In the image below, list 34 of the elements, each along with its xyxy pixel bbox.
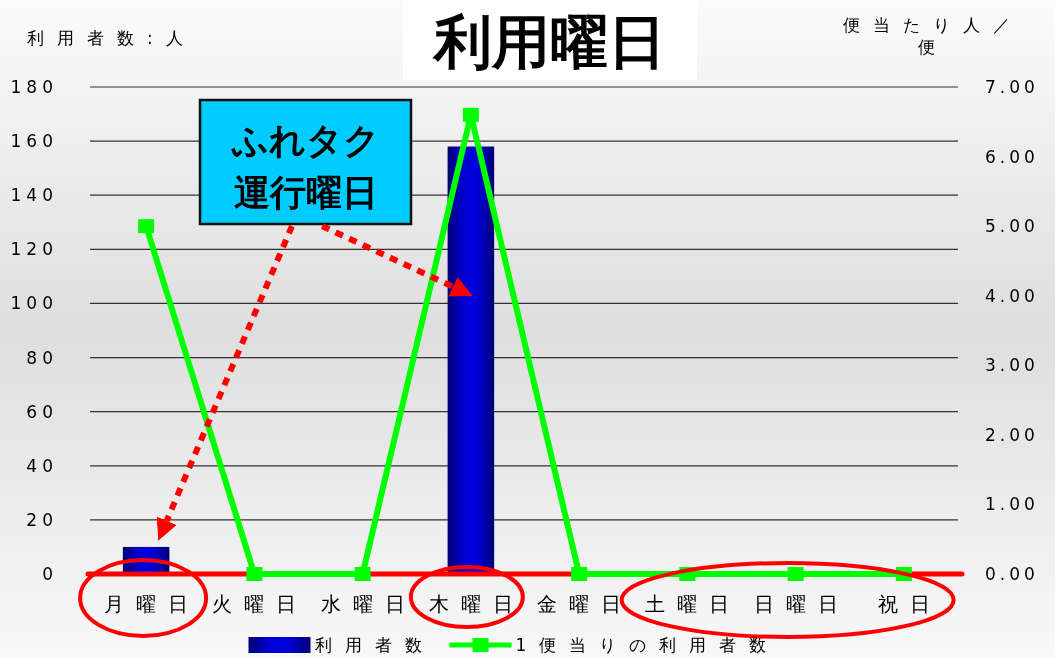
y-tick-label: 140	[10, 185, 58, 206]
legend-label: 1便当りの利用者数	[515, 635, 780, 655]
y2-tick-label: 2.00	[985, 424, 1039, 445]
y2-tick-label: 4.00	[985, 285, 1039, 306]
y-tick-label: 0	[42, 564, 58, 584]
point	[138, 219, 155, 234]
y2-tick-label: 0.00	[985, 564, 1039, 584]
x-tick-label: 日曜日	[753, 592, 850, 616]
y-tick-label: 120	[10, 239, 58, 260]
x-tick-label: 火曜日	[212, 592, 309, 616]
legend-label: 利用者数	[314, 635, 435, 655]
y-tick-label: 40	[26, 455, 58, 476]
point	[462, 107, 479, 122]
x-tick-label: 月曜日	[104, 592, 201, 616]
x-tick-label: 祝日	[877, 592, 942, 616]
y2-tick-label: 6.00	[985, 146, 1039, 167]
y2-tick-label: 3.00	[985, 355, 1039, 376]
y-tick-label: 60	[26, 401, 58, 422]
annotation: ふれタク運行曜日	[230, 120, 380, 213]
x-tick-label: 木曜日	[428, 592, 525, 616]
x-tick-label: 金曜日	[537, 592, 634, 616]
y-tick-label: 180	[10, 77, 58, 97]
chart-title: 利用曜日	[432, 8, 666, 76]
y-tick-label: 80	[26, 347, 58, 368]
y-tick-label: 20	[26, 509, 58, 530]
y-axis-title: 利用者数:人	[27, 28, 196, 48]
y2-axis-title: 便当たり人／便	[843, 15, 1023, 57]
y2-tick-label: 7.00	[985, 77, 1039, 97]
y-tick-label: 100	[10, 293, 58, 314]
y-tick-label: 160	[10, 131, 58, 152]
y2-tick-label: 1.00	[985, 494, 1039, 515]
x-tick-label: 土曜日	[645, 592, 742, 616]
y2-tick-label: 5.00	[985, 216, 1039, 237]
x-tick-label: 水曜日	[320, 592, 417, 616]
